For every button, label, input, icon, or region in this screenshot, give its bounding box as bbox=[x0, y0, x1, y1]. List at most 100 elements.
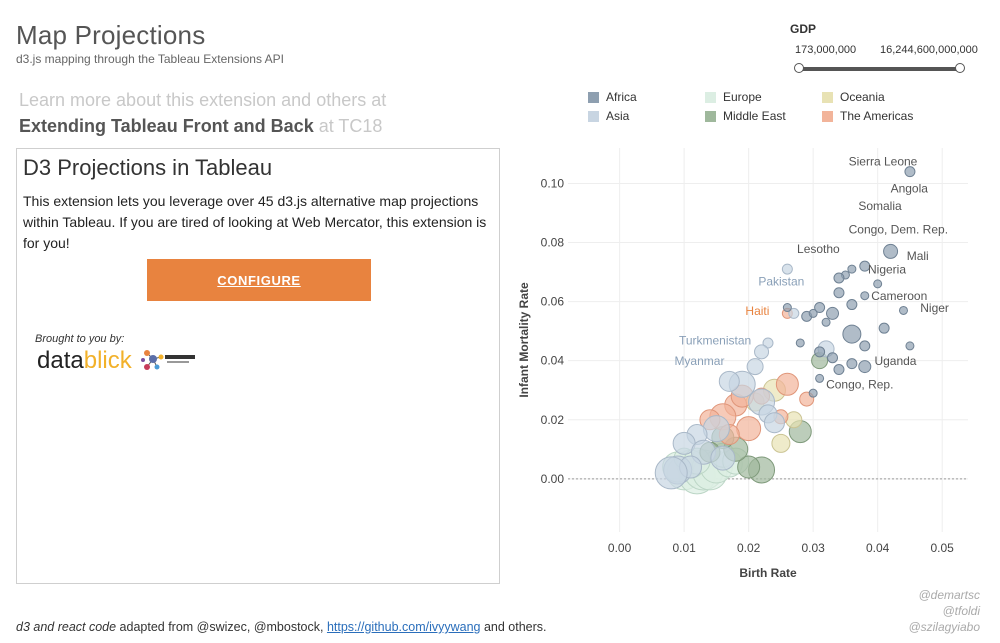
legend-label: Middle East bbox=[723, 109, 786, 123]
data-point[interactable] bbox=[788, 307, 800, 319]
data-point[interactable] bbox=[878, 322, 890, 334]
data-point[interactable] bbox=[905, 341, 915, 351]
x-tick-label: 0.04 bbox=[866, 541, 890, 555]
data-point[interactable] bbox=[785, 411, 803, 429]
legend-item-asia[interactable]: Asia bbox=[588, 109, 629, 123]
data-point[interactable] bbox=[654, 456, 688, 490]
country-label: Nigeria bbox=[868, 263, 906, 277]
data-point[interactable] bbox=[826, 306, 840, 320]
data-point[interactable] bbox=[702, 415, 730, 443]
data-point[interactable] bbox=[846, 358, 858, 370]
brought-by-label: Brought to you by: bbox=[35, 333, 125, 345]
country-label: Congo, Dem. Rep. bbox=[849, 223, 948, 237]
data-point[interactable] bbox=[771, 433, 791, 453]
logo-text-data: data bbox=[37, 347, 84, 374]
data-point[interactable] bbox=[833, 272, 845, 284]
data-point[interactable] bbox=[859, 260, 871, 272]
legend-item-europe[interactable]: Europe bbox=[705, 90, 762, 104]
data-point[interactable] bbox=[795, 338, 805, 348]
data-point[interactable] bbox=[737, 455, 761, 479]
data-point[interactable] bbox=[781, 263, 793, 275]
data-point[interactable] bbox=[782, 303, 792, 313]
data-point[interactable] bbox=[821, 317, 831, 327]
country-label: Myanmar bbox=[674, 354, 724, 368]
starschema-logo-icon bbox=[141, 350, 195, 370]
credit-handle: @tfoldi bbox=[942, 604, 980, 618]
data-point[interactable] bbox=[814, 302, 826, 314]
x-tick-label: 0.00 bbox=[608, 541, 632, 555]
credit-handle: @szilagyiabo bbox=[908, 620, 980, 634]
data-point[interactable] bbox=[898, 305, 908, 315]
y-tick-label: 0.02 bbox=[541, 413, 565, 427]
footer-italic: d3 and react code bbox=[16, 620, 117, 634]
data-point[interactable] bbox=[847, 264, 857, 274]
data-point[interactable] bbox=[808, 388, 818, 398]
country-label: Niger bbox=[920, 301, 949, 315]
y-axis-label: Infant Mortality Rate bbox=[517, 282, 531, 398]
footer-credits: d3 and react code adapted from @swizec, … bbox=[16, 620, 547, 634]
data-point[interactable] bbox=[842, 324, 862, 344]
data-point[interactable] bbox=[746, 358, 764, 376]
data-point[interactable] bbox=[873, 279, 883, 289]
datablick-logo: datablick bbox=[37, 347, 132, 375]
data-point[interactable] bbox=[846, 299, 858, 311]
data-point[interactable] bbox=[710, 445, 736, 471]
data-point[interactable] bbox=[833, 364, 845, 376]
data-point[interactable] bbox=[859, 340, 871, 352]
x-tick-label: 0.05 bbox=[931, 541, 955, 555]
gdp-slider-max-handle[interactable] bbox=[955, 63, 965, 73]
legend-label: The Americas bbox=[840, 109, 914, 123]
country-label: Pakistan bbox=[758, 274, 804, 288]
gdp-slider-track[interactable] bbox=[798, 67, 960, 71]
configure-button[interactable]: CONFIGURE bbox=[147, 259, 371, 301]
learn-more-bold[interactable]: Extending Tableau Front and Back bbox=[19, 116, 314, 136]
legend-item-oceania[interactable]: Oceania bbox=[822, 90, 885, 104]
data-point[interactable] bbox=[754, 344, 770, 360]
legend-label: Asia bbox=[606, 109, 630, 123]
legend-item-the-americas[interactable]: The Americas bbox=[822, 109, 913, 123]
data-point[interactable] bbox=[718, 370, 740, 392]
data-point[interactable] bbox=[775, 372, 799, 396]
data-point[interactable] bbox=[833, 287, 845, 299]
data-point[interactable] bbox=[815, 373, 825, 383]
gdp-min-value: 173,000,000 bbox=[795, 44, 857, 56]
y-tick-label: 0.06 bbox=[541, 295, 565, 309]
legend-swatch bbox=[822, 91, 833, 103]
learn-more-link[interactable]: Extending Tableau Front and Back at TC18 bbox=[19, 116, 382, 137]
country-label: Haiti bbox=[745, 304, 769, 318]
country-label: Somalia bbox=[858, 199, 902, 213]
gdp-slider-min-handle[interactable] bbox=[794, 63, 804, 73]
data-point[interactable] bbox=[904, 166, 916, 178]
y-tick-label: 0.10 bbox=[541, 176, 565, 190]
data-point[interactable] bbox=[860, 291, 870, 301]
country-label: Uganda bbox=[874, 354, 916, 368]
legend-swatch bbox=[705, 91, 716, 103]
data-point[interactable] bbox=[814, 346, 826, 358]
legend-item-africa[interactable]: Africa bbox=[588, 90, 637, 104]
credit-handle: @demartsc bbox=[918, 588, 980, 602]
legend-swatch bbox=[588, 91, 599, 103]
country-label: Sierra Leone bbox=[849, 155, 918, 169]
x-tick-label: 0.02 bbox=[737, 541, 761, 555]
learn-more-light: at TC18 bbox=[313, 116, 383, 136]
data-point[interactable] bbox=[858, 360, 872, 374]
legend-swatch bbox=[588, 110, 599, 122]
data-point[interactable] bbox=[736, 416, 762, 442]
x-tick-label: 0.01 bbox=[672, 541, 696, 555]
legend-swatch bbox=[822, 110, 833, 122]
panel-description: This extension lets you leverage over 45… bbox=[23, 193, 487, 251]
country-label: Turkmenistan bbox=[679, 333, 751, 347]
legend-label: Africa bbox=[606, 90, 637, 104]
data-point[interactable] bbox=[883, 243, 899, 259]
y-tick-label: 0.08 bbox=[541, 236, 565, 250]
data-point[interactable] bbox=[808, 308, 818, 318]
data-point[interactable] bbox=[827, 352, 839, 364]
legend-label: Europe bbox=[723, 90, 762, 104]
legend-item-middle-east[interactable]: Middle East bbox=[705, 109, 786, 123]
page-subtitle: d3.js mapping through the Tableau Extens… bbox=[16, 52, 284, 66]
extension-panel: D3 Projections in Tableau This extension… bbox=[16, 148, 500, 584]
y-tick-label: 0.04 bbox=[541, 354, 565, 368]
scatter-chart[interactable]: 0.00 0.01 0.02 0.03 0.04 0.05 0.00 0.02 0.04 0.06… bbox=[512, 140, 972, 585]
github-link[interactable]: https://github.com/ivyywang bbox=[326, 620, 481, 634]
data-point[interactable] bbox=[763, 412, 785, 434]
